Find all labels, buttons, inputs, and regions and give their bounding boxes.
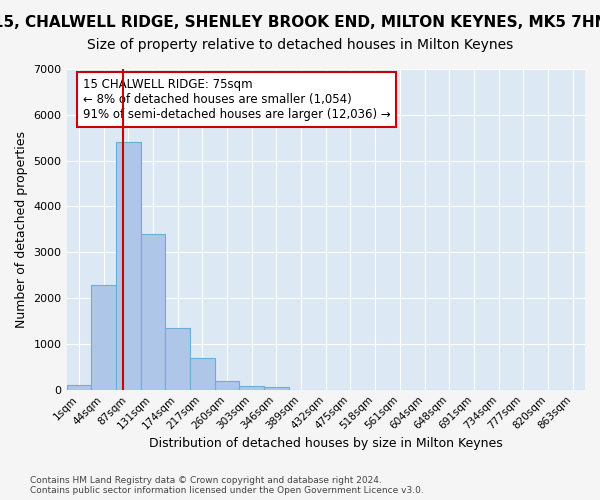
Text: 15 CHALWELL RIDGE: 75sqm
← 8% of detached houses are smaller (1,054)
91% of semi: 15 CHALWELL RIDGE: 75sqm ← 8% of detache… xyxy=(83,78,391,121)
Bar xyxy=(239,386,264,390)
Bar xyxy=(215,380,239,390)
Y-axis label: Number of detached properties: Number of detached properties xyxy=(15,131,28,328)
Bar xyxy=(91,286,116,390)
Bar xyxy=(264,386,289,390)
Text: 15, CHALWELL RIDGE, SHENLEY BROOK END, MILTON KEYNES, MK5 7HN: 15, CHALWELL RIDGE, SHENLEY BROOK END, M… xyxy=(0,15,600,30)
Bar xyxy=(67,385,91,390)
Bar xyxy=(190,358,215,390)
Text: Contains HM Land Registry data © Crown copyright and database right 2024.
Contai: Contains HM Land Registry data © Crown c… xyxy=(30,476,424,495)
X-axis label: Distribution of detached houses by size in Milton Keynes: Distribution of detached houses by size … xyxy=(149,437,503,450)
Bar xyxy=(140,234,165,390)
Bar xyxy=(116,142,140,390)
Bar xyxy=(165,328,190,390)
Text: Size of property relative to detached houses in Milton Keynes: Size of property relative to detached ho… xyxy=(87,38,513,52)
